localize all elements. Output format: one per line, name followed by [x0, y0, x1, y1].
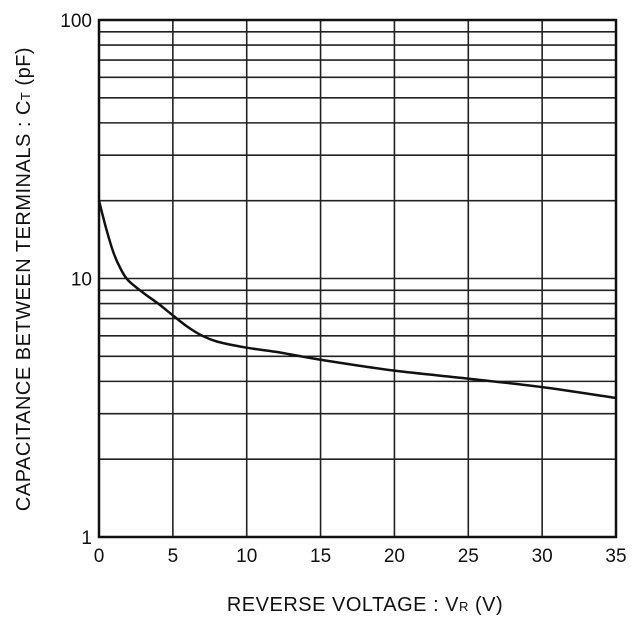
y-axis-title-subscript: T — [18, 92, 33, 100]
x-tick-label: 15 — [310, 546, 331, 567]
series-line — [97, 200, 617, 400]
x-axis-title-unit: (V) — [469, 594, 503, 616]
x-axis-title-subscript: R — [459, 599, 469, 614]
y-axis-title-main: CAPACITANCE BETWEEN TERMINALS : C — [13, 100, 35, 511]
y-tick-label: 10 — [71, 270, 92, 291]
x-tick-label: 10 — [236, 546, 257, 567]
x-tick-label: 35 — [605, 546, 626, 567]
grid — [98, 20, 617, 537]
x-tick-label: 0 — [94, 546, 105, 567]
y-tick-label: 1 — [81, 528, 92, 549]
x-axis-title-main: REVERSE VOLTAGE : V — [227, 594, 459, 616]
x-tick-labels: 0 5 10 15 20 25 30 35 — [94, 546, 627, 567]
plot-frame — [97, 18, 618, 539]
x-axis-title: REVERSE VOLTAGE : VR (V) — [227, 594, 503, 616]
y-axis-title-unit: (pF) — [13, 47, 35, 92]
y-axis-title: CAPACITANCE BETWEEN TERMINALS : CT (pF) — [13, 47, 35, 511]
x-tick-label: 20 — [384, 546, 405, 567]
y-tick-labels: 1 10 100 — [60, 11, 92, 549]
y-tick-label: 100 — [60, 11, 92, 32]
x-tick-label: 25 — [458, 546, 479, 567]
x-tick-label: 5 — [168, 546, 179, 567]
x-tick-label: 30 — [532, 546, 553, 567]
